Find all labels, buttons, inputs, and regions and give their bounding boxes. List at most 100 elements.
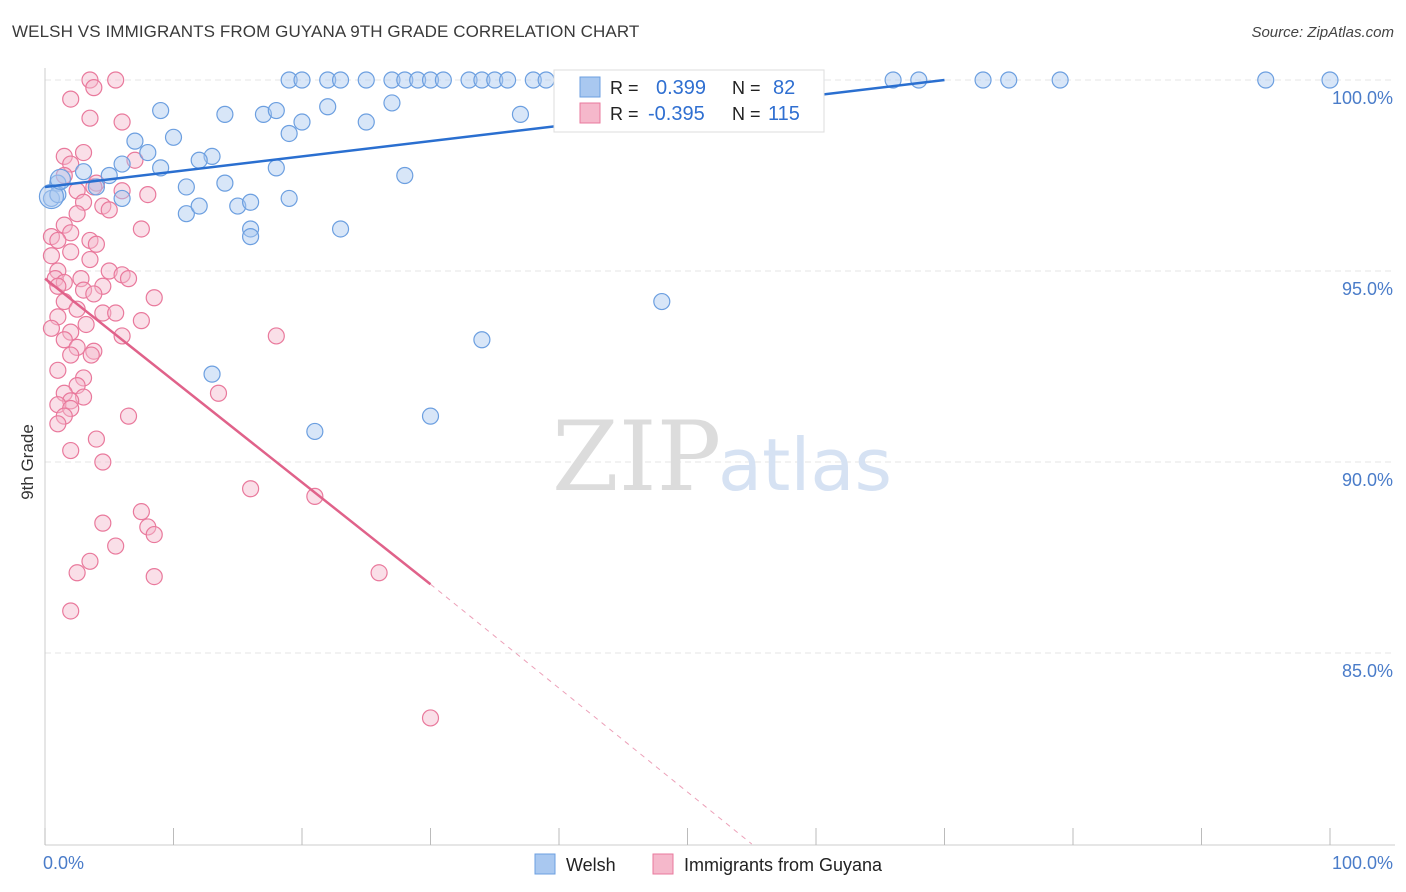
data-point-guyana: [62, 90, 80, 108]
x-tick-label: 100.0%: [1332, 853, 1393, 873]
data-point-welsh: [486, 71, 504, 89]
data-point-welsh: [242, 228, 260, 246]
data-point-guyana: [126, 151, 144, 169]
data-point-welsh: [113, 155, 131, 173]
data-point-guyana: [49, 415, 67, 433]
trend-line-guyana: [44, 277, 432, 586]
data-point-welsh: [177, 205, 195, 223]
data-point-welsh: [280, 189, 298, 208]
stats-r-value-guyana: -0.395: [648, 103, 705, 125]
data-point-guyana: [100, 262, 118, 280]
legend-swatch-welsh: [534, 853, 556, 875]
data-point-welsh: [884, 71, 902, 89]
data-point-guyana: [145, 567, 163, 586]
data-point-welsh: [319, 71, 337, 89]
data-point-guyana: [49, 277, 67, 295]
y-tick-label: 90.0%: [1342, 470, 1393, 490]
data-point-welsh: [653, 292, 671, 311]
data-point-welsh: [357, 71, 375, 89]
data-point-welsh: [396, 71, 414, 89]
data-point-welsh: [1257, 71, 1275, 89]
data-point-welsh: [190, 151, 208, 169]
data-point-welsh: [1321, 71, 1339, 89]
data-point-guyana: [370, 564, 388, 582]
y-tick-label: 100.0%: [1332, 88, 1393, 108]
data-point-welsh: [177, 178, 195, 196]
data-point-welsh: [74, 163, 93, 181]
watermark: ZIP atlas: [552, 401, 892, 513]
stats-legend: R = 0.399 N = 82 R = -0.395 N = 115: [553, 69, 825, 133]
data-point-welsh: [473, 71, 491, 89]
data-point-guyana: [55, 331, 73, 349]
data-point-guyana: [62, 441, 80, 460]
data-point-welsh: [203, 147, 221, 165]
legend-label-welsh: Welsh: [566, 855, 616, 875]
data-point-welsh: [203, 365, 221, 383]
data-point-welsh: [974, 71, 992, 89]
trend-line-guyana-extension: [430, 583, 753, 845]
data-point-guyana: [81, 109, 99, 127]
data-point-welsh: [280, 71, 298, 89]
data-point-welsh: [499, 71, 517, 89]
data-point-guyana: [49, 361, 67, 379]
data-point-guyana: [132, 312, 150, 330]
stats-r-label-guyana: R =: [610, 104, 639, 124]
data-point-guyana: [68, 205, 86, 223]
y-axis-title: 9th Grade: [18, 424, 37, 500]
data-point-guyana: [119, 270, 138, 288]
data-point-welsh: [473, 331, 491, 349]
data-point-welsh: [383, 71, 401, 89]
data-point-guyana: [132, 503, 150, 521]
data-point-guyana: [74, 388, 93, 406]
data-point-guyana: [82, 346, 100, 364]
data-point-welsh: [331, 220, 350, 238]
data-point-welsh: [409, 71, 427, 89]
data-point-welsh: [139, 143, 157, 162]
data-point-guyana: [42, 247, 61, 265]
data-point-welsh: [164, 128, 183, 146]
data-point-guyana: [62, 346, 80, 364]
stats-n-label-welsh: N =: [732, 78, 761, 98]
data-point-welsh: [383, 94, 401, 112]
data-point-guyana: [100, 201, 118, 219]
data-point-guyana: [107, 71, 125, 89]
axes: [44, 68, 1395, 846]
series-guyana-points: [42, 71, 440, 727]
chart-source: Source: ZipAtlas.com: [1251, 24, 1394, 41]
data-point-welsh: [511, 105, 530, 123]
data-point-guyana: [139, 186, 157, 204]
data-point-welsh: [460, 71, 478, 89]
data-point-guyana: [74, 143, 93, 162]
data-point-guyana: [42, 319, 61, 337]
data-point-guyana: [267, 327, 285, 345]
data-point-guyana: [81, 552, 99, 570]
data-point-guyana: [85, 285, 103, 303]
data-point-guyana: [62, 602, 80, 620]
data-point-guyana: [132, 220, 150, 238]
stats-n-value-guyana: 115: [768, 103, 800, 125]
data-point-guyana: [107, 304, 125, 322]
series-legend: Welsh Immigrants from Guyana: [534, 853, 883, 875]
data-point-welsh: [1000, 71, 1018, 89]
data-point-welsh: [306, 422, 324, 441]
data-point-welsh: [229, 197, 247, 215]
data-point-welsh: [190, 197, 208, 215]
stats-swatch-guyana: [579, 102, 601, 124]
data-point-guyana: [119, 407, 138, 425]
data-point-welsh: [910, 71, 928, 89]
chart-title: WELSH VS IMMIGRANTS FROM GUYANA 9TH GRAD…: [12, 22, 640, 41]
y-tick-label: 95.0%: [1342, 279, 1393, 299]
data-point-welsh: [434, 71, 452, 89]
data-point-welsh: [87, 178, 106, 196]
legend-swatch-guyana: [652, 853, 674, 875]
data-point-welsh: [524, 71, 542, 89]
data-point-guyana: [94, 514, 112, 532]
data-point-guyana: [242, 480, 260, 498]
data-point-guyana: [145, 289, 163, 307]
data-point-welsh: [396, 166, 414, 185]
watermark-zip: ZIP: [552, 401, 721, 513]
data-point-welsh: [216, 174, 234, 192]
data-point-guyana: [77, 315, 95, 334]
watermark-atlas: atlas: [718, 423, 892, 507]
